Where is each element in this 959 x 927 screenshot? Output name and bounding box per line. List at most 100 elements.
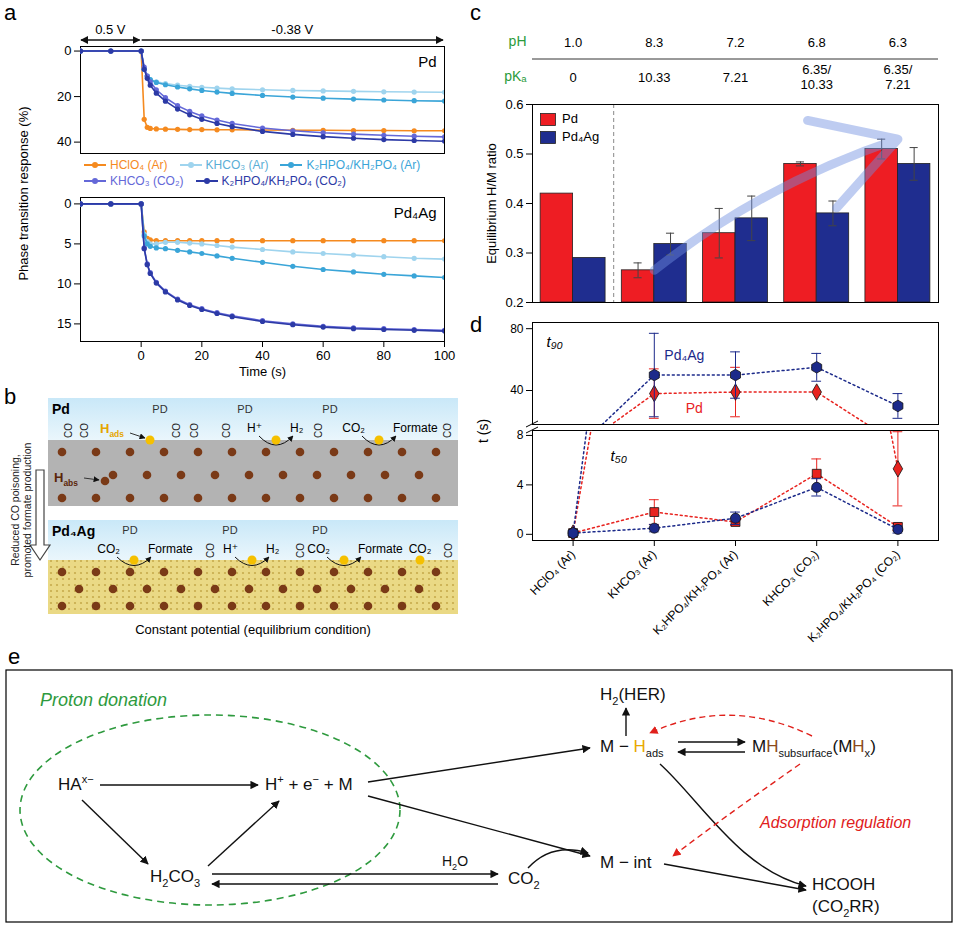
svg-text:6.3: 6.3 — [889, 35, 907, 50]
svg-text:Formate: Formate — [393, 421, 438, 435]
svg-text:CO₂: CO₂ — [97, 542, 120, 556]
svg-text:40: 40 — [255, 348, 269, 363]
svg-text:Constant potential (equilibriu: Constant potential (equilibrium conditio… — [135, 622, 371, 637]
svg-text:10.33: 10.33 — [638, 70, 671, 85]
svg-text:H2O: H2O — [442, 853, 468, 872]
svg-text:PD: PD — [122, 524, 137, 536]
svg-text:20: 20 — [57, 89, 71, 104]
svg-text:Proton donation: Proton donation — [40, 690, 167, 710]
svg-text:pKₐ: pKₐ — [504, 68, 527, 84]
svg-text:-0.38 V: -0.38 V — [271, 22, 313, 37]
svg-text:K₂HPO₄/KH₂PO₄ (Ar): K₂HPO₄/KH₂PO₄ (Ar) — [650, 547, 740, 637]
svg-text:PD: PD — [152, 403, 167, 415]
svg-text:CO: CO — [295, 543, 306, 558]
svg-text:0.5: 0.5 — [505, 146, 523, 161]
svg-text:80: 80 — [377, 348, 391, 363]
svg-text:PD: PD — [222, 524, 237, 536]
svg-text:100: 100 — [434, 348, 456, 363]
svg-text:CO: CO — [63, 423, 74, 438]
svg-text:PD: PD — [312, 524, 327, 536]
svg-text:Phase transition response (%): Phase transition response (%) — [16, 106, 31, 280]
svg-text:Pd₄Ag: Pd₄Ag — [394, 204, 437, 221]
svg-text:CO2: CO2 — [508, 869, 540, 891]
svg-text:Formate: Formate — [148, 542, 193, 556]
svg-text:K₂HPO₄/KH₂PO₄ (CO₂): K₂HPO₄/KH₂PO₄ (CO₂) — [805, 547, 903, 645]
svg-text:Habs: Habs — [54, 470, 78, 488]
svg-text:15: 15 — [57, 316, 71, 331]
svg-text:6.35/10.33: 6.35/10.33 — [800, 62, 833, 91]
svg-text:80: 80 — [510, 322, 524, 336]
svg-text:8.3: 8.3 — [645, 35, 663, 50]
svg-text:40: 40 — [57, 134, 71, 149]
svg-text:Pd₄Ag: Pd₄Ag — [664, 347, 704, 363]
svg-text:(CO2RR): (CO2RR) — [812, 897, 880, 919]
svg-text:HCOOH: HCOOH — [812, 875, 875, 894]
svg-text:MHsubsurface(MHx): MHsubsurface(MHx) — [752, 737, 876, 759]
svg-text:Hads: Hads — [100, 421, 124, 439]
svg-text:6.35/7.21: 6.35/7.21 — [883, 62, 912, 91]
svg-text:promoted formate production: promoted formate production — [21, 442, 33, 577]
svg-text:a: a — [4, 0, 17, 25]
svg-text:CO₂: CO₂ — [409, 542, 432, 556]
svg-text:8: 8 — [517, 428, 524, 442]
svg-text:t (s): t (s) — [475, 419, 491, 443]
svg-text:H2(HER): H2(HER) — [600, 685, 666, 707]
svg-text:4: 4 — [517, 478, 524, 492]
svg-text:6.8: 6.8 — [808, 35, 826, 50]
svg-text:c: c — [470, 0, 481, 25]
svg-text:CO: CO — [313, 423, 324, 438]
svg-text:Equilibrium H/M ratio: Equilibrium H/M ratio — [484, 143, 499, 264]
svg-text:M − int: M − int — [600, 853, 652, 872]
svg-text:Time (s): Time (s) — [239, 364, 286, 379]
svg-text:e: e — [8, 644, 20, 669]
svg-text:CO: CO — [189, 423, 200, 438]
svg-text:HClO₄ (Ar): HClO₄ (Ar) — [527, 547, 578, 598]
svg-text:Formate: Formate — [358, 542, 403, 556]
svg-text:d: d — [470, 312, 482, 337]
svg-text:0: 0 — [517, 527, 524, 541]
svg-text:Pd₄Ag: Pd₄Ag — [52, 523, 95, 539]
svg-text:HAx−: HAx− — [58, 773, 94, 794]
svg-text:b: b — [4, 384, 16, 409]
svg-text:0: 0 — [138, 348, 145, 363]
svg-text:PD: PD — [237, 403, 252, 415]
svg-text:pH: pH — [509, 33, 527, 49]
svg-text:H⁺: H⁺ — [223, 542, 238, 556]
svg-text:KHCO₃ (CO₂): KHCO₃ (CO₂) — [760, 547, 822, 609]
svg-text:0: 0 — [64, 196, 71, 211]
svg-text:7.2: 7.2 — [726, 35, 744, 50]
svg-text:0.5 V: 0.5 V — [95, 22, 126, 37]
svg-text:M − Hads: M − Hads — [600, 737, 664, 759]
svg-text:0.3: 0.3 — [505, 245, 523, 260]
svg-text:5: 5 — [64, 236, 71, 251]
svg-text:CO₂: CO₂ — [342, 421, 365, 435]
svg-text:H2CO3: H2CO3 — [150, 867, 200, 889]
svg-text:t₉₀: t₉₀ — [547, 333, 563, 350]
svg-text:10: 10 — [57, 276, 71, 291]
svg-text:Reduced CO poisoning,: Reduced CO poisoning, — [9, 454, 21, 566]
svg-text:40: 40 — [510, 383, 524, 397]
svg-text:0.4: 0.4 — [505, 196, 523, 211]
svg-text:KHCO₃ (Ar): KHCO₃ (Ar) — [605, 547, 659, 601]
svg-text:CO: CO — [205, 543, 216, 558]
svg-text:t₅₀: t₅₀ — [611, 447, 628, 464]
svg-text:Pd: Pd — [686, 400, 703, 416]
svg-text:PD: PD — [322, 403, 337, 415]
svg-text:0.2: 0.2 — [505, 295, 523, 310]
svg-text:1.0: 1.0 — [564, 35, 582, 50]
svg-text:CO: CO — [171, 423, 182, 438]
svg-text:Pd: Pd — [418, 53, 436, 70]
svg-text:H₂: H₂ — [266, 542, 280, 556]
svg-text:Adsorption regulation: Adsorption regulation — [759, 814, 911, 831]
svg-text:H₂: H₂ — [290, 421, 304, 435]
svg-text:CO: CO — [221, 423, 232, 438]
svg-text:Pd: Pd — [52, 401, 70, 417]
svg-text:0: 0 — [569, 70, 576, 85]
svg-text:CO: CO — [443, 543, 454, 558]
svg-text:20: 20 — [195, 348, 209, 363]
svg-text:CO₂: CO₂ — [307, 542, 330, 556]
svg-text:7.21: 7.21 — [723, 70, 748, 85]
svg-text:H+ + e− + M: H+ + e− + M — [265, 773, 353, 794]
svg-text:0.6: 0.6 — [505, 97, 523, 112]
svg-text:CO: CO — [79, 423, 90, 438]
